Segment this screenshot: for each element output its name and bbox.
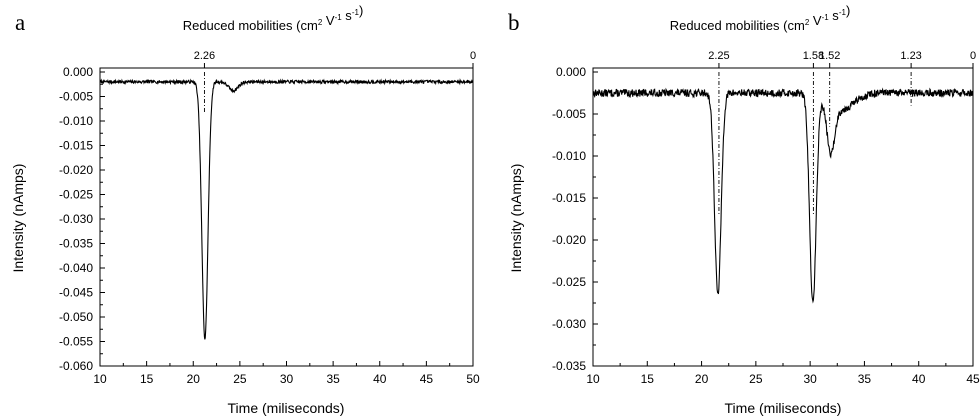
- panel-a-letter: a: [15, 10, 25, 35]
- x-tick-label: 15: [140, 372, 154, 386]
- x-tick-label: 30: [803, 372, 817, 386]
- y-tick-label: -0.030: [59, 212, 93, 226]
- top-tick-label: 1.52: [819, 50, 840, 62]
- x-tick-label: 50: [466, 372, 480, 386]
- x-tick-label: 25: [233, 372, 247, 386]
- x-axis-title: Time (miliseconds): [228, 400, 345, 416]
- signal-trace: [592, 87, 974, 304]
- top-tick-label: 1.58: [803, 50, 824, 62]
- plot-frame: [99, 67, 474, 367]
- top-tick-label: 2.25: [708, 50, 729, 62]
- y-tick-label: -0.015: [552, 191, 586, 205]
- panel-b: b Reduced mobilities (cm2 V-1 s-1) 10 15 2…: [508, 3, 980, 416]
- x-tick-label: 40: [912, 372, 926, 386]
- y-axis-title: Intensity (nAmps): [508, 164, 524, 273]
- x-tick-label: 45: [420, 372, 434, 386]
- top-tick-label: 1.23: [900, 50, 921, 62]
- x-tick-label: 20: [187, 372, 201, 386]
- x-axis-title: Time (miliseconds): [725, 400, 842, 416]
- y-tick-label: 0.000: [556, 65, 586, 79]
- y-tick-label: 0.000: [63, 65, 93, 79]
- top-tick-label: 0: [970, 50, 976, 62]
- y-tick-label: -0.040: [59, 261, 93, 275]
- x-tick-label: 15: [641, 372, 655, 386]
- y-tick-label: -0.050: [59, 310, 93, 324]
- y-tick-label: -0.025: [59, 188, 93, 202]
- y-tick-label: -0.030: [552, 317, 586, 331]
- y-tick-label: -0.020: [59, 163, 93, 177]
- y-tick-label: -0.015: [59, 139, 93, 153]
- panel-b-letter: b: [508, 10, 520, 35]
- top-tick-label: 0: [470, 50, 476, 62]
- y-axis-title: Intensity (nAmps): [10, 164, 26, 273]
- y-tick-label: -0.060: [59, 359, 93, 373]
- y-tick-label: -0.055: [59, 335, 93, 349]
- y-tick-label: -0.005: [59, 90, 93, 104]
- top-tick-label: 2.26: [194, 50, 215, 62]
- x-tick-label: 35: [326, 372, 340, 386]
- y-tick-label: -0.010: [59, 114, 93, 128]
- signal-trace: [99, 78, 474, 340]
- y-tick-label: -0.010: [552, 149, 586, 163]
- y-tick-label: -0.020: [552, 233, 586, 247]
- top-axis-title: Reduced mobilities (cm2 V-1 s-1): [670, 3, 851, 33]
- x-tick-label: 30: [280, 372, 294, 386]
- x-tick-label: 10: [586, 372, 600, 386]
- plot-frame: [592, 67, 974, 367]
- x-tick-label: 40: [373, 372, 387, 386]
- y-tick-label: -0.035: [552, 359, 586, 373]
- y-tick-label: -0.025: [552, 275, 586, 289]
- y-tick-label: -0.045: [59, 286, 93, 300]
- x-tick-label: 10: [93, 372, 107, 386]
- top-axis-title: Reduced mobilities (cm2 V-1 s-1): [183, 3, 364, 33]
- x-tick-label: 20: [695, 372, 709, 386]
- x-tick-label: 45: [966, 372, 980, 386]
- x-tick-label: 25: [749, 372, 763, 386]
- y-tick-label: -0.035: [59, 237, 93, 251]
- x-tick-label: 35: [858, 372, 872, 386]
- y-tick-label: -0.005: [552, 107, 586, 121]
- panel-a: a Reduced mobilities (cm2 V-1 s-1) 10 15 2…: [10, 3, 480, 416]
